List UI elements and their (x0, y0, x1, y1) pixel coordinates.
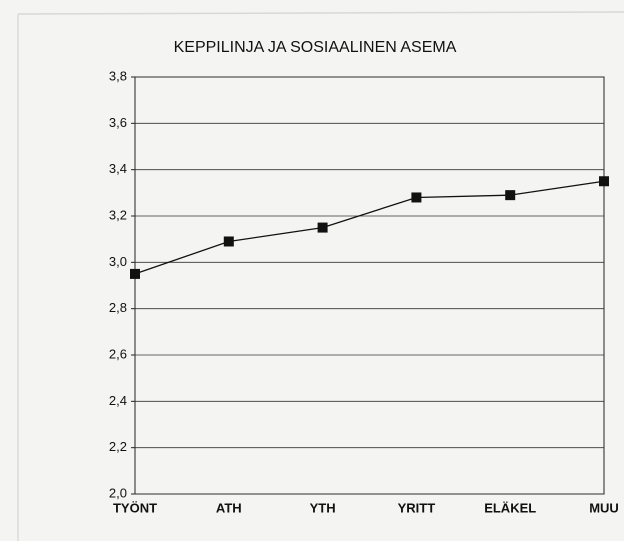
y-tick-label: 2,0 (109, 485, 127, 500)
y-tick-label: 3,6 (109, 115, 127, 130)
y-tick-label: 2,8 (109, 300, 127, 315)
x-tick-label: YTH (310, 500, 336, 515)
data-point (130, 268, 140, 279)
chart-title: KEPPILINJA JA SOSIAALINEN ASEMA (174, 39, 457, 56)
data-point (411, 192, 422, 203)
y-tick-label: 3,8 (109, 68, 127, 83)
data-point (505, 190, 516, 201)
data-point (599, 176, 609, 187)
data-point (223, 236, 234, 247)
x-tick-label: MUU (589, 500, 619, 515)
x-tick-label: ATH (216, 500, 242, 515)
x-tick-label: YRITT (398, 500, 436, 515)
y-tick-label: 3,2 (109, 207, 127, 222)
page-edge (17, 11, 624, 15)
y-tick-label: 3,0 (109, 254, 127, 269)
x-tick-label: ELÄKEL (484, 500, 536, 515)
data-point (317, 222, 328, 233)
y-tick-label: 3,4 (109, 161, 127, 176)
y-tick-label: 2,4 (109, 393, 127, 408)
x-tick-label: TYÖNT (113, 500, 157, 515)
data-line (134, 180, 605, 275)
y-tick-label: 2,2 (109, 439, 127, 454)
y-tick-label: 2,6 (109, 346, 127, 361)
